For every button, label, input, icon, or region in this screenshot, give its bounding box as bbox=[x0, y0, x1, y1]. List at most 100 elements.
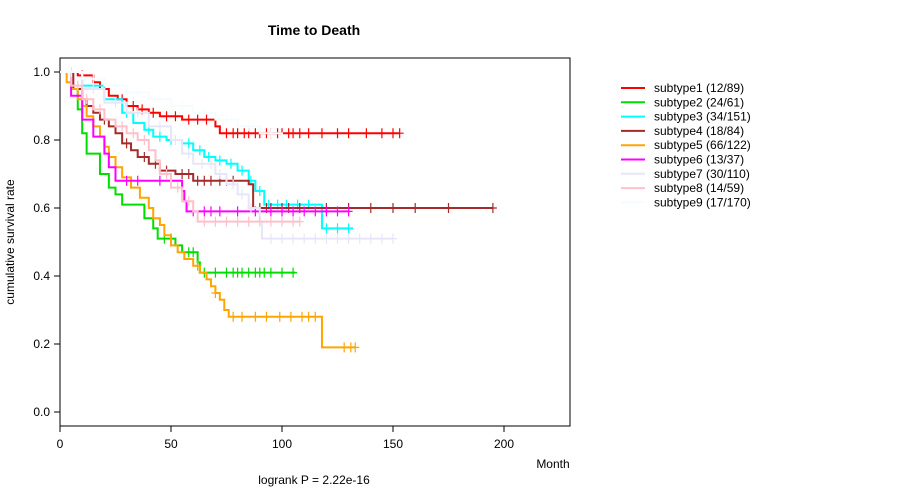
censor-mark bbox=[351, 342, 360, 353]
censor-mark bbox=[355, 233, 364, 244]
censor-mark bbox=[215, 155, 224, 166]
censor-mark bbox=[206, 175, 215, 186]
censor-mark bbox=[226, 158, 235, 169]
censor-mark bbox=[278, 216, 286, 227]
legend-entry: subtype5 (66/122) bbox=[621, 138, 751, 152]
x-tick-label: 50 bbox=[164, 437, 178, 451]
censor-mark bbox=[266, 216, 275, 227]
censor-mark bbox=[389, 233, 397, 244]
y-tick-label: 1.0 bbox=[33, 65, 50, 79]
censor-mark bbox=[266, 206, 275, 217]
censor-mark bbox=[322, 206, 331, 217]
legend-entry: subtype4 (18/84) bbox=[621, 124, 744, 138]
legend-label: subtype1 (12/89) bbox=[654, 81, 744, 95]
censor-mark bbox=[211, 267, 220, 278]
censor-mark bbox=[300, 233, 309, 244]
legend-label: subtype8 (14/59) bbox=[654, 181, 744, 195]
censor-mark bbox=[311, 311, 320, 322]
censor-mark bbox=[204, 152, 213, 162]
censor-mark bbox=[111, 80, 120, 91]
series-9 bbox=[60, 67, 283, 140]
censor-mark bbox=[155, 94, 164, 105]
censor-mark bbox=[266, 267, 275, 278]
legend-entry: subtype8 (14/59) bbox=[621, 181, 744, 195]
series-4 bbox=[60, 71, 497, 213]
censor-mark bbox=[193, 260, 202, 271]
legend-label: subtype5 (66/122) bbox=[654, 138, 751, 152]
x-tick-label: 100 bbox=[272, 437, 292, 451]
censor-mark bbox=[178, 101, 187, 111]
censor-mark bbox=[215, 169, 224, 179]
censor-mark bbox=[133, 107, 142, 118]
censor-mark bbox=[444, 203, 453, 213]
censor-mark bbox=[289, 233, 298, 244]
censor-mark bbox=[155, 131, 164, 142]
censor-mark bbox=[266, 128, 275, 139]
x-tick-label: 150 bbox=[383, 437, 403, 451]
y-axis-label: cumulative survival rate bbox=[3, 179, 17, 305]
censor-mark bbox=[118, 121, 127, 132]
censor-mark bbox=[222, 114, 231, 125]
censor-mark bbox=[278, 233, 286, 244]
censor-mark bbox=[278, 206, 286, 217]
censor-mark bbox=[173, 182, 182, 193]
censor-mark bbox=[275, 311, 284, 322]
censor-mark bbox=[366, 203, 375, 213]
censor-mark bbox=[304, 128, 313, 139]
y-tick-label: 0.0 bbox=[33, 405, 50, 419]
censor-mark bbox=[255, 216, 264, 227]
legend-label: subtype9 (17/170) bbox=[654, 195, 751, 209]
legend-entry: subtype9 (17/170) bbox=[621, 195, 751, 209]
censor-mark bbox=[200, 107, 209, 118]
censor-mark bbox=[95, 104, 104, 115]
censor-mark bbox=[206, 206, 215, 217]
legend-label: subtype6 (13/37) bbox=[654, 153, 744, 167]
censor-mark bbox=[162, 169, 171, 179]
censor-mark bbox=[149, 107, 158, 118]
censor-mark bbox=[395, 128, 404, 139]
censor-mark bbox=[377, 128, 386, 139]
censor-mark bbox=[246, 203, 255, 213]
censor-mark bbox=[333, 128, 342, 139]
censor-mark bbox=[184, 196, 193, 207]
logrank-annotation: logrank P = 2.22e-16 bbox=[258, 473, 370, 487]
censor-mark bbox=[202, 114, 211, 125]
censor-mark bbox=[229, 311, 238, 322]
survival-curve bbox=[60, 71, 393, 240]
censor-mark bbox=[200, 216, 209, 227]
survival-curve bbox=[60, 71, 349, 213]
censor-mark bbox=[333, 206, 342, 217]
censor-mark bbox=[278, 267, 286, 278]
y-tick-label: 0.2 bbox=[33, 337, 50, 351]
series-layer bbox=[60, 67, 497, 353]
censor-mark bbox=[82, 94, 91, 105]
x-axis-label: Month bbox=[536, 457, 569, 471]
legend-entry: subtype6 (13/37) bbox=[621, 153, 744, 167]
legend-entry: subtype2 (24/61) bbox=[621, 95, 744, 109]
censor-mark bbox=[229, 179, 238, 190]
censor-mark bbox=[184, 138, 193, 149]
y-tick-label: 0.6 bbox=[33, 201, 50, 215]
censor-mark bbox=[377, 233, 386, 244]
censor-mark bbox=[362, 128, 371, 139]
censor-mark bbox=[317, 128, 326, 139]
censor-mark bbox=[322, 223, 331, 234]
censor-mark bbox=[193, 114, 202, 125]
censor-mark bbox=[300, 206, 309, 217]
censor-mark bbox=[140, 152, 149, 162]
censor-mark bbox=[311, 233, 320, 244]
censor-mark bbox=[133, 87, 142, 98]
censor-mark bbox=[184, 114, 193, 125]
series-8 bbox=[60, 71, 304, 227]
censor-mark bbox=[238, 311, 247, 322]
censor-mark bbox=[311, 206, 320, 217]
censor-mark bbox=[295, 128, 304, 139]
censor-mark bbox=[133, 175, 142, 186]
chart-title: Time to Death bbox=[268, 22, 360, 38]
x-tick-label: 200 bbox=[494, 437, 514, 451]
censor-mark bbox=[206, 158, 215, 169]
censor-mark bbox=[322, 233, 331, 244]
censor-mark bbox=[344, 128, 353, 139]
legend-entry: subtype3 (34/151) bbox=[621, 110, 751, 124]
